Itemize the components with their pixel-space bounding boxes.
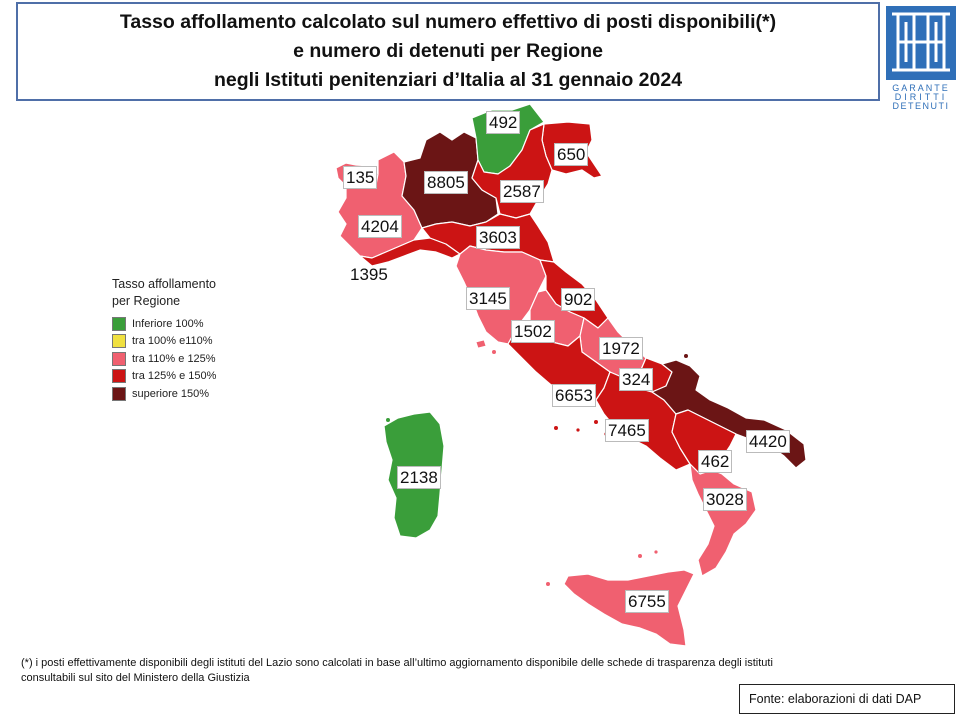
island-ischia [594, 420, 598, 424]
legend-item: tra 125% e 150% [112, 368, 216, 386]
label-lombardia: 8805 [424, 171, 468, 194]
legend-swatch [112, 386, 126, 401]
label-marche: 902 [561, 288, 596, 311]
legend-item: tra 100% e110% [112, 333, 216, 351]
label-abruzzo: 1972 [599, 337, 643, 360]
title-box: Tasso affollamento calcolato sul numero … [16, 2, 880, 101]
island-eolie-2 [654, 550, 658, 554]
label-sicilia: 6755 [625, 590, 669, 613]
label-piemonte: 4204 [358, 215, 402, 238]
label-veneto: 2587 [500, 180, 544, 203]
island-asinara [386, 418, 390, 422]
label-sardegna: 2138 [397, 466, 441, 489]
legend-swatch [112, 369, 126, 384]
label-puglia: 4420 [746, 430, 790, 453]
island-giglio [492, 350, 496, 354]
legend-item: Inferiore 100% [112, 315, 216, 333]
source-box: Fonte: elaborazioni di dati DAP [739, 684, 955, 714]
label-umbria: 1502 [511, 320, 555, 343]
footnote-line-2: consultabili sul sito del Ministero dell… [21, 672, 250, 684]
legend-label: superiore 150% [132, 387, 210, 400]
label-basilicata: 462 [698, 450, 733, 473]
label-molise: 324 [619, 368, 654, 391]
island-ustica [546, 582, 550, 586]
legend-label: tra 100% e110% [132, 335, 213, 348]
title-line-3: negli Istituti penitenziari d’Italia al … [213, 69, 683, 91]
legend-swatch [112, 316, 126, 331]
island-ventotene [576, 428, 580, 432]
label-lazio: 6653 [552, 384, 596, 407]
legend-swatch [112, 334, 126, 349]
legend: Tasso affollamento per Regione Inferiore… [112, 276, 216, 403]
label-friuli-venezia-giulia: 650 [554, 143, 589, 166]
legend-title-line-2: per Regione [112, 294, 181, 308]
footnote: (*) i posti effettivamente disponibili d… [21, 656, 941, 686]
logo-text-1: GARANTE [892, 83, 950, 93]
legend-item: tra 110% e 125% [112, 350, 216, 368]
island-elba [475, 339, 487, 349]
legend-title: Tasso affollamento per Regione [112, 276, 216, 310]
garante-logo: GARANTE DIRITTI DETENUTI [882, 2, 960, 111]
legend-item: superiore 150% [112, 385, 216, 403]
logo-bars-icon [892, 12, 950, 72]
logo-text-2: DIRITTI [895, 92, 948, 102]
label-campania: 7465 [605, 419, 649, 442]
logo-text-3: DETENUTI [893, 101, 950, 110]
legend-title-line-1: Tasso affollamento [112, 277, 216, 291]
label-calabria: 3028 [703, 488, 747, 511]
title-line-2: e numero di detenuti per Regione [293, 40, 603, 62]
island-ponza [554, 426, 558, 430]
label-trentino-alto-adige: 492 [486, 111, 521, 134]
legend-label: tra 125% e 150% [132, 370, 217, 383]
footnote-line-1: (*) i posti effettivamente disponibili d… [21, 657, 773, 669]
island-eolie-1 [638, 554, 642, 558]
label-toscana: 3145 [466, 287, 510, 310]
label-valle-d-aosta: 135 [343, 166, 378, 189]
garante-logo-mark: GARANTE DIRITTI DETENUTI [886, 6, 956, 111]
title-line-1: Tasso affollamento calcolato sul numero … [119, 11, 777, 33]
island-tremiti [684, 354, 688, 358]
label-emilia-romagna: 3603 [476, 226, 520, 249]
legend-label: tra 110% e 125% [132, 352, 216, 365]
legend-label: Inferiore 100% [132, 317, 204, 330]
legend-swatch [112, 351, 126, 366]
small-islands [386, 339, 688, 586]
label-liguria: 1395 [350, 265, 388, 284]
region-calabria [689, 463, 757, 577]
